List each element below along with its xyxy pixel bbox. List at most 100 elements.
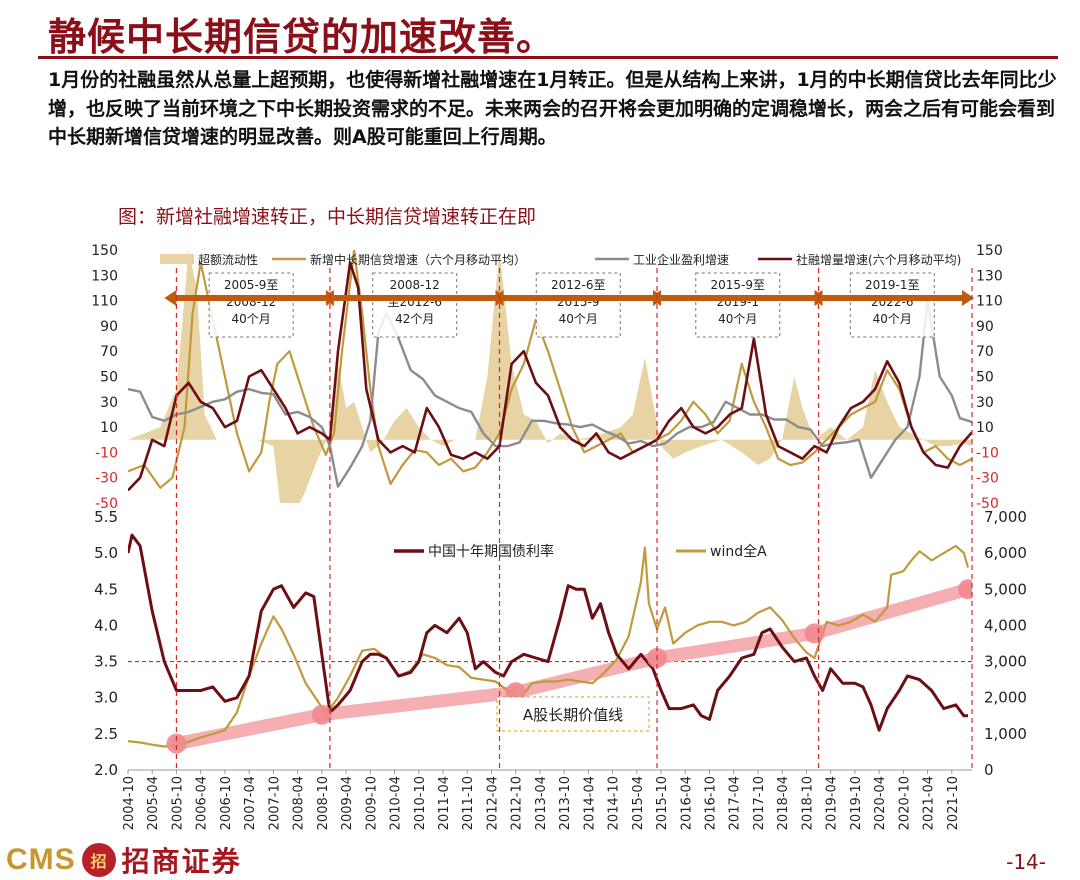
title-rule [38,56,1058,59]
top-right-tick-label: 130 [976,268,1003,284]
bottom-legend: 中国十年期国债利率 wind全A [394,543,767,560]
x-tick-label: 2011-04 [437,776,452,830]
legend-excess-liquidity-label: 超额流动性 [198,252,258,267]
bottom-right-tick-label: 4,000 [984,616,1027,634]
trend-marker [311,704,332,725]
annotation-text: 2012-6至 [551,278,606,292]
x-tick-label: 2015-04 [631,776,646,830]
bottom-left-tick-label: 2.5 [94,725,118,743]
top-left-tick-label: 70 [100,344,118,360]
x-tick-label: 2018-04 [776,776,791,830]
top-right-tick-label: -30 [976,471,999,487]
top-left-tick-label: 150 [91,243,118,259]
top-left-tick-label: 50 [100,370,118,386]
x-tick-label: 2016-10 [704,776,719,830]
top-axes: 150 150 130 130 110 110 90 90 70 70 50 50 30 30 10 10 -1… [91,243,1002,512]
legend-tsf-label: 社融增量增速(六个月移动平均) [796,252,961,267]
annotation-box [208,272,294,338]
top-left-tick-label: -50 [95,496,118,512]
top-legend: 超额流动性 新增中长期信贷增速（六个月移动平均） 工业企业盈利增速 社融增量增速(六个… [160,252,961,267]
trend-marker [957,579,972,600]
top-right-tick-label: 50 [976,370,994,386]
trend-marker [166,733,187,754]
x-tick-label: 2020-04 [873,776,888,830]
annotation-text: 40个月 [718,312,757,326]
top-left-tick-label: -30 [95,471,118,487]
top-left-tick-label: 110 [91,294,118,310]
figure-caption: 图：新增社融增速转正，中长期信贷增速转正在即 [118,206,537,228]
series-industrial-profit-line [128,299,972,488]
x-tick-label: 2008-04 [292,776,307,830]
bottom-left-tick-label: 3.5 [94,653,118,671]
page-title: 静候中长期信贷的加速改善。 [48,15,556,59]
x-tick-label: 2006-04 [195,776,210,830]
bottom-right-tick-label: 1,000 [984,725,1027,743]
x-tick-label: 2019-04 [825,776,840,830]
annotation-text: 2005-9至 [224,278,279,292]
x-tick-label: 2005-04 [146,776,161,830]
bottom-left-tick-label: 5.5 [94,508,118,526]
x-tick-label: 2019-10 [849,776,864,830]
x-tick-label: 2012-04 [485,776,500,830]
bottom-left-tick-label: 4.0 [94,616,118,634]
x-tick-label: 2021-10 [946,776,961,830]
series-10y-bond-yield-line [128,533,968,732]
annotation-text: 2019-1至 [865,278,920,292]
trend-marker [804,623,825,644]
x-tick-label: 2006-10 [219,776,234,830]
x-tick-label: 2009-04 [340,776,355,830]
top-right-tick-label: 10 [976,420,994,436]
bottom-right-tick-label: 0 [984,761,994,779]
value-line-label: A股长期价值线 [523,706,623,724]
bottom-plot [128,533,972,754]
x-tick-label: 2013-10 [558,776,573,830]
x-tick-label: 2012-10 [510,776,525,830]
annotation-box [535,272,621,338]
series-wind-all-a-line [128,544,970,748]
x-tick-label: 2016-04 [679,776,694,830]
x-tick-label: 2007-10 [267,776,282,830]
top-right-tick-label: 30 [976,395,994,411]
bottom-left-tick-label: 3.0 [94,689,118,707]
annotation-arrow-tail [649,290,662,306]
top-left-tick-label: 10 [100,420,118,436]
x-tick-label: 2008-10 [316,776,331,830]
bottom-annotation: A股长期价值线 [496,696,650,732]
top-left-tick-label: 90 [100,319,118,335]
top-annotations: 2005-9至2008-1240个月2008-12至2012-642个月2012… [164,272,974,338]
annotation-arrow-tail [321,290,334,306]
bottom-left-tick-label: 4.5 [94,580,118,598]
bottom-right-tick-label: 3,000 [984,653,1027,671]
top-right-tick-label: -10 [976,445,999,461]
annotation-box [695,272,781,338]
annotation-box [849,272,935,338]
top-right-tick-label: 110 [976,294,1003,310]
annotation-box [372,272,458,338]
series-tsf-line [128,261,972,492]
bottom-right-tick-label: 2,000 [984,689,1027,707]
top-left-tick-label: 130 [91,268,118,284]
bottom-right-tick-label: 7,000 [984,508,1027,526]
top-right-tick-label: 70 [976,344,994,360]
annotation-text: 2015-9至 [711,278,766,292]
x-tick-label: 2011-10 [461,776,476,830]
legend-10y-bond-yield-label: 中国十年期国债利率 [428,543,554,560]
bottom-left-tick-label: 5.0 [94,544,118,562]
top-right-tick-label: 90 [976,319,994,335]
x-tick-labels: 2004-10 2005-04 2005-10 2006-04 2006-10 2007-… [122,770,961,830]
annotation-text: 42个月 [395,312,434,326]
series-mlt-loan-line [128,250,972,489]
annotation-text: 40个月 [232,312,271,326]
bottom-left-tick-label: 2.0 [94,761,118,779]
logo-mark-icon: 招 [81,843,116,877]
top-plot [128,250,972,503]
legend-excess-liquidity-swatch [160,254,194,264]
top-left-tick-label: 30 [100,395,118,411]
annotation-text: 40个月 [559,312,598,326]
legend-industrial-profit-label: 工业企业盈利增速 [633,252,729,267]
x-tick-label: 2021-04 [922,776,937,830]
intro-paragraph: 1月份的社融虽然从总量上超预期，也使得新增社融增速在1月转正。但是从结构上来讲，… [48,69,1057,148]
page-number: -14- [1006,850,1046,874]
bottom-right-tick-label: 5,000 [984,580,1027,598]
